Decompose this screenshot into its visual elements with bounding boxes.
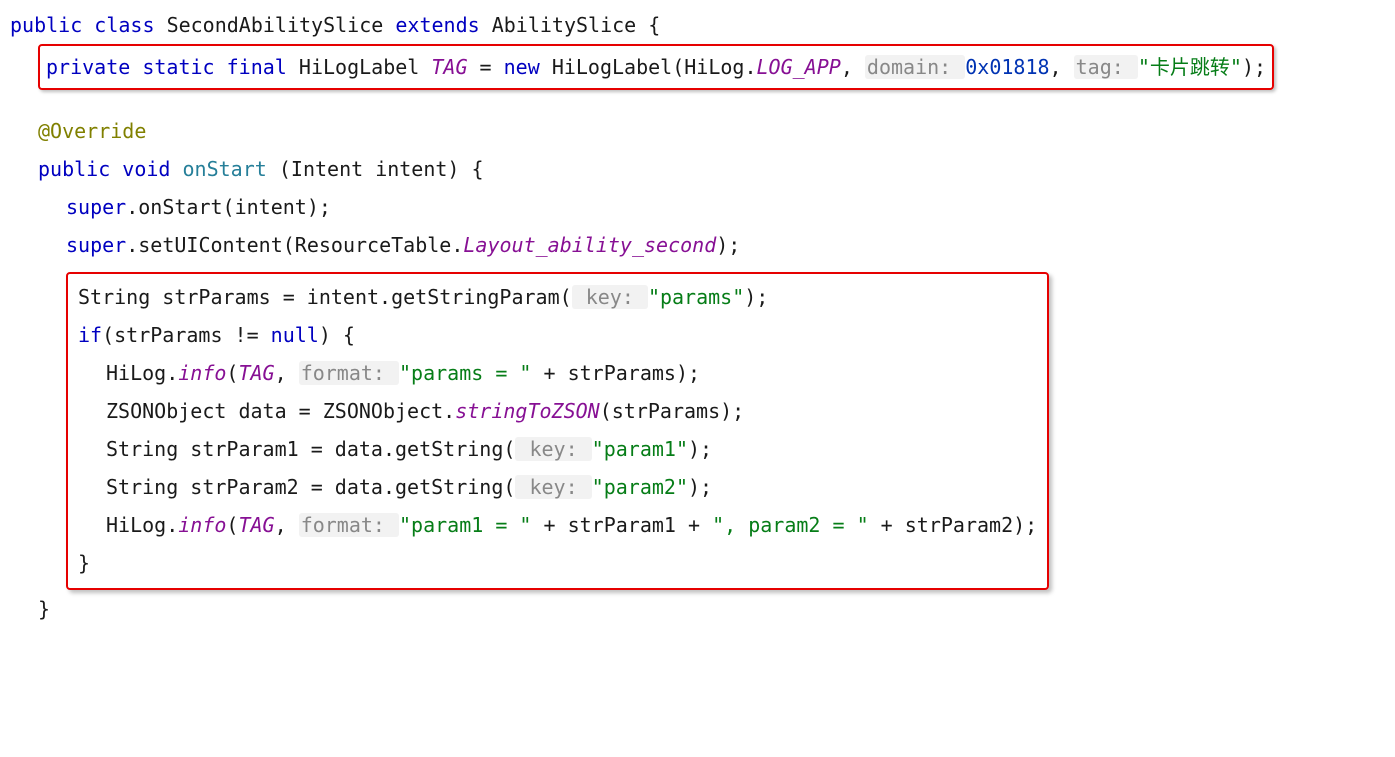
param-hint-tag: tag: (1074, 55, 1138, 79)
override-annotation: @Override (10, 112, 1385, 150)
onstart-signature: public void onStart (Intent intent) { (10, 150, 1385, 188)
kw-extends: extends (395, 13, 479, 37)
box-line-7: HiLog.info(TAG, format: "param1 = " + st… (78, 506, 1037, 544)
super-onstart-line: super.onStart(intent); (10, 188, 1385, 226)
tag-field-name: TAG (431, 55, 467, 79)
highlight-box-2: String strParams = intent.getStringParam… (66, 272, 1049, 590)
box-line-5: String strParam1 = data.getString( key: … (78, 430, 1037, 468)
box-line-4: ZSONObject data = ZSONObject.stringToZSO… (78, 392, 1037, 430)
method-name-onstart: onStart (183, 157, 267, 181)
method-close-brace: } (10, 590, 1385, 628)
highlight-box-1: private static final HiLogLabel TAG = ne… (38, 44, 1274, 90)
brace-open: { (648, 13, 660, 37)
setuicontent-line: super.setUIContent(ResourceTable.Layout_… (10, 226, 1385, 264)
param-hint-domain: domain: (865, 55, 965, 79)
domain-hex: 0x01818 (965, 55, 1049, 79)
box-line-1: String strParams = intent.getStringParam… (78, 278, 1037, 316)
super-class: AbilitySlice (492, 13, 637, 37)
kw-class: class (94, 13, 154, 37)
box-line-6: String strParam2 = data.getString( key: … (78, 468, 1037, 506)
box-close-brace: } (78, 544, 1037, 582)
box-line-2: if(strParams != null) { (78, 316, 1037, 354)
highlight-box-2-container: String strParams = intent.getStringParam… (10, 264, 1385, 590)
tag-string: "卡片跳转" (1138, 55, 1242, 79)
class-name: SecondAbilitySlice (167, 13, 384, 37)
kw-public: public (10, 13, 82, 37)
tag-field-line: private static final HiLogLabel TAG = ne… (10, 44, 1385, 90)
class-decl-line: public class SecondAbilitySlice extends … (10, 6, 1385, 44)
box-line-3: HiLog.info(TAG, format: "params = " + st… (78, 354, 1037, 392)
